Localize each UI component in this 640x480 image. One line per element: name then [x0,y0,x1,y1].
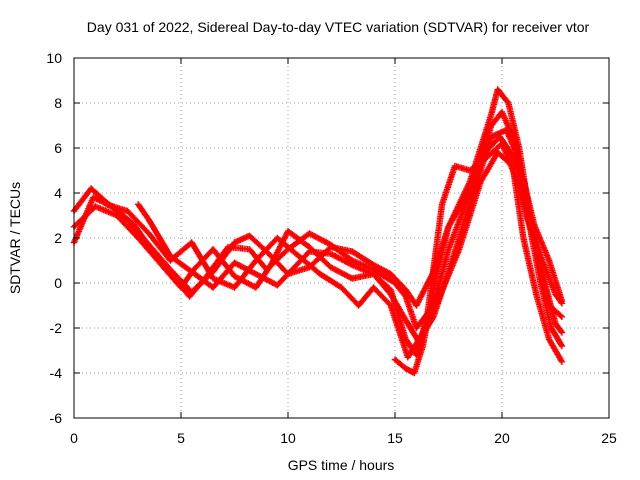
x-tick-label: 25 [601,430,617,446]
y-axis-label: SDTVAR / TECUs [7,182,23,294]
y-tick-label: 4 [54,185,62,201]
x-axis-label: GPS time / hours [288,457,395,473]
y-tick-label: -6 [50,410,63,426]
series-track-6 [391,133,566,377]
x-tick-label: 0 [70,430,78,446]
chart-title: Day 031 of 2022, Sidereal Day-to-day VTE… [87,19,590,35]
y-tick-label: 0 [54,275,62,291]
x-tick-label: 20 [494,430,510,446]
axis-ticks: 0 5 10 15 20 25 -6 -4 -2 0 2 4 6 8 10 [46,50,617,446]
y-tick-label: 10 [46,50,62,66]
y-tick-label: 2 [54,230,62,246]
data-marker-trace [391,133,566,377]
x-tick-label: 5 [177,430,185,446]
x-tick-label: 15 [387,430,403,446]
y-tick-label: -4 [50,365,63,381]
y-tick-label: 8 [54,95,62,111]
y-tick-label: 6 [54,140,62,156]
x-tick-label: 10 [280,430,296,446]
y-tick-label: -2 [50,320,63,336]
